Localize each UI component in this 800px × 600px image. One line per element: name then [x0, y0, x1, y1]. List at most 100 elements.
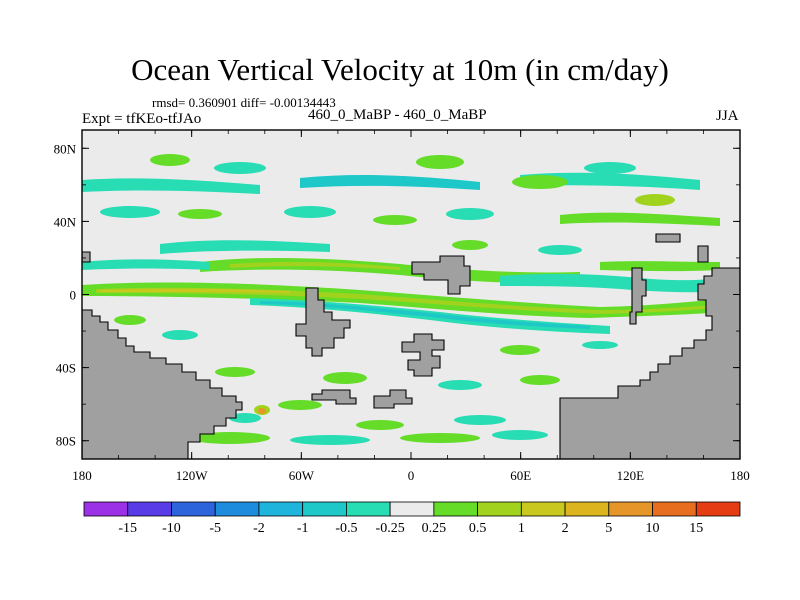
colorbar-label: 10: [646, 521, 660, 536]
colorbar-swatch: [520, 501, 566, 517]
positive-band: [600, 261, 720, 272]
negative-band: [82, 259, 210, 270]
positive-band: [230, 261, 400, 270]
colorbar-swatch: [171, 501, 216, 517]
colorbar-swatch: [477, 501, 522, 517]
negative-band: [260, 301, 590, 329]
negative-blob: [582, 341, 618, 349]
negative-blob: [446, 208, 494, 220]
positive-blob: [635, 194, 675, 206]
x-tick-label: 60W: [289, 468, 315, 483]
colorbar-label: 15: [689, 521, 703, 536]
negative-blob: [538, 245, 582, 255]
positive-blob: [452, 240, 488, 250]
land-africa-block: [295, 287, 351, 357]
colorbar-swatch: [345, 501, 391, 517]
colorbar-swatch: [652, 501, 697, 517]
x-tick-label: 0: [408, 468, 415, 483]
negative-band: [82, 178, 260, 194]
land-eurasia-block: [411, 255, 471, 295]
colorbar-label: 0.5: [469, 521, 487, 536]
land-northeast-block: [655, 233, 681, 243]
positive-blob: [178, 209, 222, 219]
land-east-sliver: [629, 267, 647, 325]
positive-blob: [190, 432, 270, 444]
negative-band: [300, 175, 480, 190]
colorbar-swatch: [389, 501, 435, 517]
map-title: Ocean Vertical Velocity at 10m (in cm/da…: [131, 52, 669, 87]
y-tick-label: 0: [70, 288, 77, 303]
negative-blob: [438, 380, 482, 390]
positive-blob: [500, 345, 540, 355]
y-axis: 80N 40N 0 40S 80S: [54, 141, 740, 449]
colorbar-swatch: [214, 501, 260, 517]
negative-blob: [290, 435, 370, 445]
land-south-america: [82, 309, 243, 459]
positive-band: [100, 288, 290, 293]
negative-blob: [229, 413, 261, 423]
positive-blob: [215, 367, 255, 377]
colorbar-label: 5: [605, 521, 612, 536]
negative-blob: [454, 415, 506, 425]
positive-blob: [400, 433, 480, 443]
colorbar-label: -2: [253, 521, 265, 536]
field-blobs: [100, 154, 675, 445]
colorbar-label: -5: [209, 521, 221, 536]
colorbar-swatch: [258, 501, 304, 517]
colorbar-swatch: [695, 501, 741, 517]
land-ring-island: [401, 333, 445, 377]
negative-blob: [162, 330, 198, 340]
colorbar-swatch: [564, 501, 610, 517]
positive-blob: [512, 175, 568, 189]
y-tick-label: 40S: [56, 361, 76, 376]
colorbar-label: 0.25: [422, 521, 447, 536]
colorbar: -15 -10 -5 -2 -1 -0.5 -0.25 0.25 0.5 1 2 5 10 15: [83, 501, 741, 536]
colorbar-label: 2: [562, 521, 569, 536]
stats-label: rmsd= 0.360901 diff= -0.00134443: [152, 95, 336, 110]
positive-band: [96, 287, 735, 314]
land-east-continent: [559, 267, 740, 459]
x-axis: 180 120W 60W 0 60E 120E 180: [72, 130, 750, 483]
map-field: [82, 154, 740, 459]
x-tick-label: 180: [730, 468, 750, 483]
positive-blob: [323, 372, 367, 384]
colorbar-label: -0.5: [335, 521, 357, 536]
land-northeast-block: [697, 245, 709, 263]
colorbar-label: -0.25: [376, 521, 405, 536]
positive-blob: [356, 420, 404, 430]
x-tick-label: 120W: [176, 468, 209, 483]
negative-blob: [214, 162, 266, 174]
colorbar-label: -10: [162, 521, 181, 536]
colorbar-label: -15: [118, 521, 137, 536]
positive-blob: [416, 155, 464, 169]
colorbar-label: 1: [518, 521, 525, 536]
colorbar-swatch: [302, 501, 347, 517]
colorbar-swatch: [608, 501, 653, 517]
y-tick-label: 80S: [56, 434, 76, 449]
negative-blob: [492, 430, 548, 440]
positive-blob: [114, 315, 146, 325]
positive-peak: [258, 408, 266, 414]
positive-blob: [278, 400, 322, 410]
negative-band: [160, 240, 330, 254]
x-tick-label: 180: [72, 468, 92, 483]
experiment-label: Expt = tfKEo-tfJAo: [82, 111, 202, 127]
negative-band: [500, 273, 740, 293]
positive-blob: [520, 375, 560, 385]
land-southern-island: [311, 389, 357, 405]
positive-blob: [150, 154, 190, 166]
season-label: JJA: [716, 108, 739, 124]
negative-band: [520, 172, 700, 190]
case-label: 460_0_MaBP - 460_0_MaBP: [308, 107, 487, 123]
y-tick-label: 80N: [54, 141, 77, 156]
land-southern-island: [373, 389, 413, 409]
x-tick-label: 120E: [617, 468, 645, 483]
negative-blob: [284, 206, 336, 218]
colorbar-swatch: [127, 501, 172, 517]
colorbar-swatch: [83, 501, 129, 517]
positive-band: [560, 212, 720, 226]
colorbar-swatch: [433, 501, 479, 517]
negative-blob: [584, 162, 636, 174]
y-tick-label: 40N: [54, 214, 77, 229]
